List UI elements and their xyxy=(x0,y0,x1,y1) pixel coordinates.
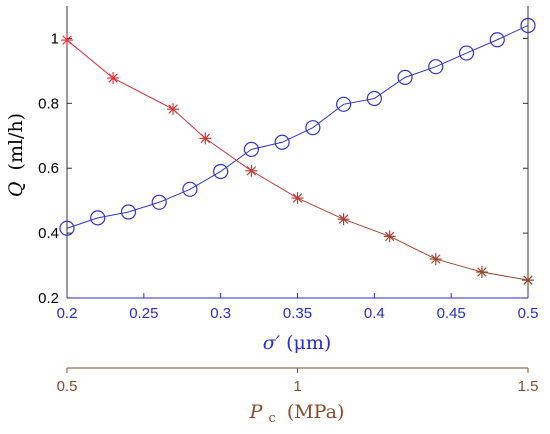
x-axis-title: σ′ (μm) xyxy=(263,332,332,354)
y-tick-label: 0.4 xyxy=(38,225,59,242)
secondary-x-axis-title-subscript: c xyxy=(268,411,275,426)
plot-frame xyxy=(66,6,529,299)
circle-marker xyxy=(213,163,229,180)
asterisk-marker xyxy=(383,230,396,243)
secondary-x-axis-title-unit: (MPa) xyxy=(287,401,345,423)
y-axis-title-unit: (ml/h) xyxy=(5,113,27,171)
circle-marker xyxy=(243,141,259,158)
asterisk-stroke xyxy=(523,275,533,285)
x-axis-title-unit: (μm) xyxy=(286,332,331,354)
series-line-circles xyxy=(66,25,529,229)
asterisk-marker xyxy=(337,213,350,226)
circle-marker xyxy=(397,69,413,85)
x-tick-label: 0.35 xyxy=(283,305,312,322)
asterisk-stroke xyxy=(108,73,118,83)
asterisk-marker xyxy=(522,274,534,287)
y-tick-label: 0.6 xyxy=(38,160,59,177)
asterisk-stroke xyxy=(477,267,487,277)
x-axis-title-variable: σ′ xyxy=(263,332,281,354)
asterisk-stroke xyxy=(431,254,441,264)
y-tick-label: 1 xyxy=(51,30,59,47)
circle-marker xyxy=(182,181,198,197)
asterisk-stroke xyxy=(246,166,257,176)
secondary-x-tick-label: 1 xyxy=(293,378,301,395)
y-tick-label: 0.2 xyxy=(38,290,59,307)
asterisk-marker xyxy=(291,192,304,205)
secondary-x-axis-title-variable: P xyxy=(249,401,264,423)
x-tick-label: 0.5 xyxy=(518,305,539,322)
series-line-asterisks xyxy=(66,39,529,281)
circle-marker xyxy=(120,204,137,220)
x-tick-label: 0.4 xyxy=(364,305,385,322)
circle-marker xyxy=(428,59,444,75)
y-axis-title-variable: Q xyxy=(5,182,27,198)
asterisk-marker xyxy=(107,72,120,85)
circle-marker xyxy=(305,120,321,136)
asterisk-stroke xyxy=(200,133,211,144)
circle-marker xyxy=(336,96,352,112)
y-tick-label: 0.8 xyxy=(38,95,59,112)
x-tick-label: 0.3 xyxy=(210,305,231,322)
asterisk-stroke xyxy=(62,35,72,45)
circle-marker xyxy=(274,134,290,150)
secondary-x-tick-label: 0.5 xyxy=(57,378,78,395)
circle-marker xyxy=(520,17,536,34)
circle-marker xyxy=(151,194,167,210)
circle-marker xyxy=(90,210,106,226)
circle-marker xyxy=(489,32,505,48)
circle-marker xyxy=(366,90,382,107)
x-tick-label: 0.25 xyxy=(129,305,158,322)
asterisk-marker xyxy=(245,164,258,177)
circle-marker xyxy=(458,45,475,61)
asterisk-marker xyxy=(61,34,73,47)
x-tick-label: 0.2 xyxy=(57,305,78,322)
asterisk-marker xyxy=(429,253,442,266)
axes-layer: 0.2 0.4 0.6 0.8 1 0.2 0.25 0.3 0.35 0.4 0.45 0.5 0.5… xyxy=(38,30,538,395)
asterisk-marker xyxy=(199,132,212,145)
asterisk-marker xyxy=(475,266,488,279)
asterisk-stroke xyxy=(338,214,349,224)
x-tick-label: 0.45 xyxy=(437,305,466,322)
asterisk-stroke xyxy=(292,193,303,203)
circle-marker xyxy=(59,220,75,236)
secondary-x-axis-title: P c (MPa) xyxy=(249,401,345,427)
asterisk-marker xyxy=(167,103,180,116)
asterisk-stroke xyxy=(384,231,395,242)
secondary-x-tick-label: 1.5 xyxy=(518,378,539,395)
series-layer xyxy=(59,17,536,287)
y-axis-title: Q (ml/h) xyxy=(5,113,27,197)
asterisk-stroke xyxy=(168,104,178,114)
